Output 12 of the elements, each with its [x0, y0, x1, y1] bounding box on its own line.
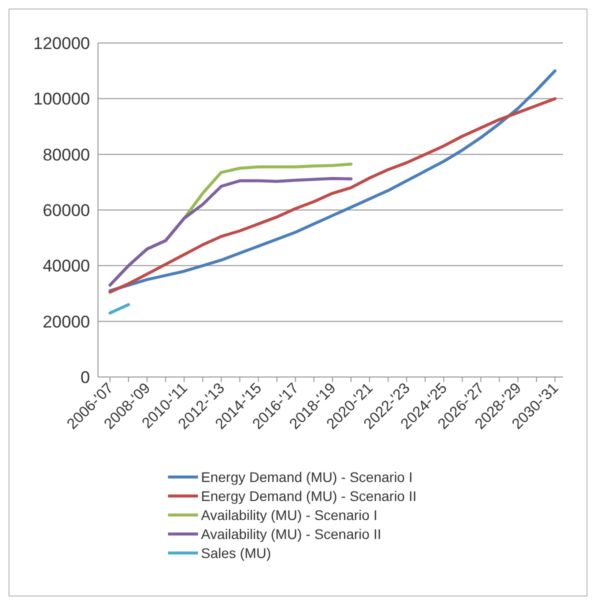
y-tick-label: 0 — [80, 368, 90, 387]
y-tick-label: 100000 — [33, 90, 90, 109]
y-tick-label: 120000 — [33, 34, 90, 53]
legend-label: Availability (MU) - Scenario I — [201, 506, 378, 523]
y-tick-label: 20000 — [42, 312, 90, 332]
y-tick-label: 60000 — [42, 200, 90, 220]
legend-label: Energy Demand (MU) - Scenario I — [201, 468, 413, 485]
legend-label: Sales (MU) — [201, 544, 272, 561]
legend-label: Availability (MU) - Scenario II — [201, 526, 382, 542]
y-tick-label: 80000 — [42, 145, 90, 164]
legend-label: Energy Demand (MU) - Scenario II — [201, 488, 417, 504]
y-tick-label: 40000 — [42, 256, 90, 276]
